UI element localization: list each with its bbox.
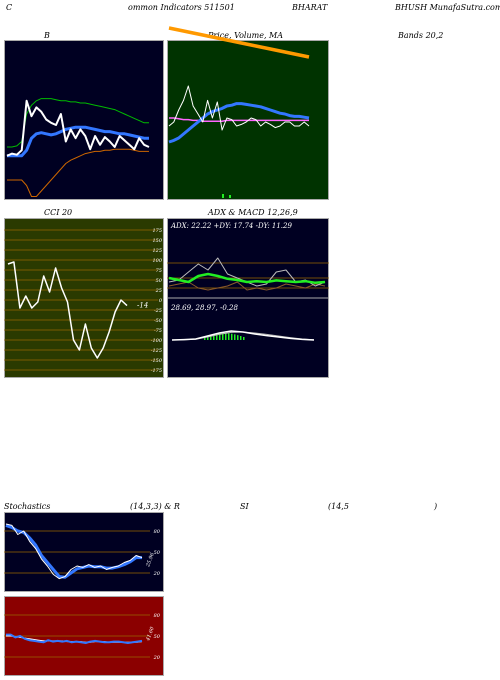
rsi-line xyxy=(6,633,143,644)
price-ma1-line xyxy=(168,102,310,144)
price-chart xyxy=(167,26,329,200)
macd-line xyxy=(171,330,315,341)
cci-panel: 175 150 125 100 75 50 25 0 -25 -50 -75 -100 -125 -150… xyxy=(4,218,164,378)
stoch-title-c: SI xyxy=(240,502,249,511)
stochastics-chart: 80 50 20 25.96 xyxy=(4,512,164,592)
rsi-chart: 80 50 20 41.60 xyxy=(4,596,164,676)
macd-histogram-bar xyxy=(222,333,224,340)
stoch-title-b: (14,3,3) & R xyxy=(130,502,180,511)
cci-background xyxy=(4,218,164,378)
stoch-k-line xyxy=(5,523,143,580)
macd-histogram-bar xyxy=(213,334,215,340)
cci-tick-label: 175 xyxy=(152,228,162,234)
macd-histogram-bar xyxy=(234,334,236,340)
macd-histogram-bar xyxy=(231,333,233,340)
bollinger-upper-line xyxy=(7,98,149,148)
cci-title: CCI 20 xyxy=(44,208,73,217)
stoch-last-value: 25.96 xyxy=(145,551,156,568)
cci-tick-label: -150 xyxy=(151,358,163,364)
cci-tick-label: -100 xyxy=(151,338,163,344)
stochastics-panel: 80 50 20 25.96 xyxy=(4,512,164,592)
volume-bar xyxy=(229,195,231,198)
cci-tick-label: 25 xyxy=(155,288,162,294)
stoch-d-line xyxy=(5,523,142,579)
macd-histogram-bar xyxy=(204,337,206,340)
stoch-tick-label: 50 xyxy=(154,550,161,556)
header-site: BHUSH MunafaSutra.com xyxy=(395,3,500,12)
cci-tick-label: -125 xyxy=(151,348,162,354)
cci-tick-label: -25 xyxy=(154,308,162,314)
bollinger-price-line xyxy=(6,99,150,157)
price-title: Price, Volume, MA xyxy=(208,31,284,40)
cci-tick-label: -50 xyxy=(154,318,163,324)
header-bharat: BHARAT xyxy=(292,3,328,12)
rsi-panel: 80 50 20 41.60 xyxy=(4,596,164,676)
macd-histogram-bar xyxy=(207,336,209,340)
price-line xyxy=(168,85,310,131)
macd-values: 28.69, 28.97, -0.28 xyxy=(170,304,238,312)
stoch-title-a: Stochastics xyxy=(4,502,51,511)
adx-title: ADX & MACD 12,26,9 xyxy=(208,208,298,217)
rsi-tick-label: 50 xyxy=(154,634,161,640)
adx-line xyxy=(168,272,326,285)
cci-tick-label: 150 xyxy=(152,238,162,244)
macd-histogram-bar xyxy=(210,335,212,340)
bollinger-panel xyxy=(4,40,164,200)
long-ma-line xyxy=(168,26,310,59)
cci-line xyxy=(7,261,128,359)
cci-tick-label: 0 xyxy=(159,298,163,304)
bollinger-chart xyxy=(4,40,164,200)
macd-histogram-bar xyxy=(237,335,239,340)
bollinger-lower-line xyxy=(7,148,149,197)
bands-title: Bands 20,2 xyxy=(398,31,444,40)
cci-tick-label: 100 xyxy=(152,258,162,264)
cci-chart: 175 150 125 100 75 50 25 0 -25 -50 -75 -100 -125 -150… xyxy=(4,218,164,378)
macd-histogram-bar xyxy=(219,333,221,340)
macd-histogram-bar xyxy=(228,333,230,340)
cci-tick-label: 75 xyxy=(156,268,162,274)
cci-tick-label: 50 xyxy=(156,278,163,284)
volume-bar xyxy=(222,194,224,198)
rsi-tick-label: 80 xyxy=(154,613,161,619)
bollinger-background xyxy=(4,40,164,200)
price-panel xyxy=(167,20,329,200)
cci-last-value: -14 xyxy=(137,302,148,310)
cci-tick-label: -75 xyxy=(154,328,162,334)
bollinger-title: B xyxy=(44,31,50,40)
macd-histogram-bar xyxy=(216,333,218,340)
watermark: MunafaSutra.com xyxy=(172,568,376,594)
bollinger-middle-line xyxy=(7,125,149,158)
rsi-tick-label: 20 xyxy=(153,655,161,661)
stoch-title-e: ) xyxy=(434,502,438,511)
macd-histogram-bar xyxy=(243,337,245,340)
adx-macd-panel: ADX: 22.22 +DY: 17.74 -DY: 11.29 28.69, 2… xyxy=(167,218,329,378)
stoch-title-d: (14,5 xyxy=(328,502,349,511)
rsi-last-value: 41.60 xyxy=(145,625,156,642)
cci-tick-label: 125 xyxy=(152,248,162,254)
minus-dy-line xyxy=(168,281,326,291)
price-ma2-line xyxy=(169,117,309,122)
adx-macd-chart: ADX: 22.22 +DY: 17.74 -DY: 11.29 28.69, 2… xyxy=(167,218,329,378)
header-indicators: ommon Indicators 511501 xyxy=(128,3,235,12)
header-c: C xyxy=(6,3,13,12)
cci-tick-label: -175 xyxy=(151,368,162,374)
adx-values: ADX: 22.22 +DY: 17.74 -DY: 11.29 xyxy=(170,222,292,230)
stoch-tick-label: 80 xyxy=(154,529,161,535)
macd-histogram-bar xyxy=(240,336,242,340)
macd-histogram-bar xyxy=(225,333,227,340)
stoch-tick-label: 20 xyxy=(153,571,161,577)
